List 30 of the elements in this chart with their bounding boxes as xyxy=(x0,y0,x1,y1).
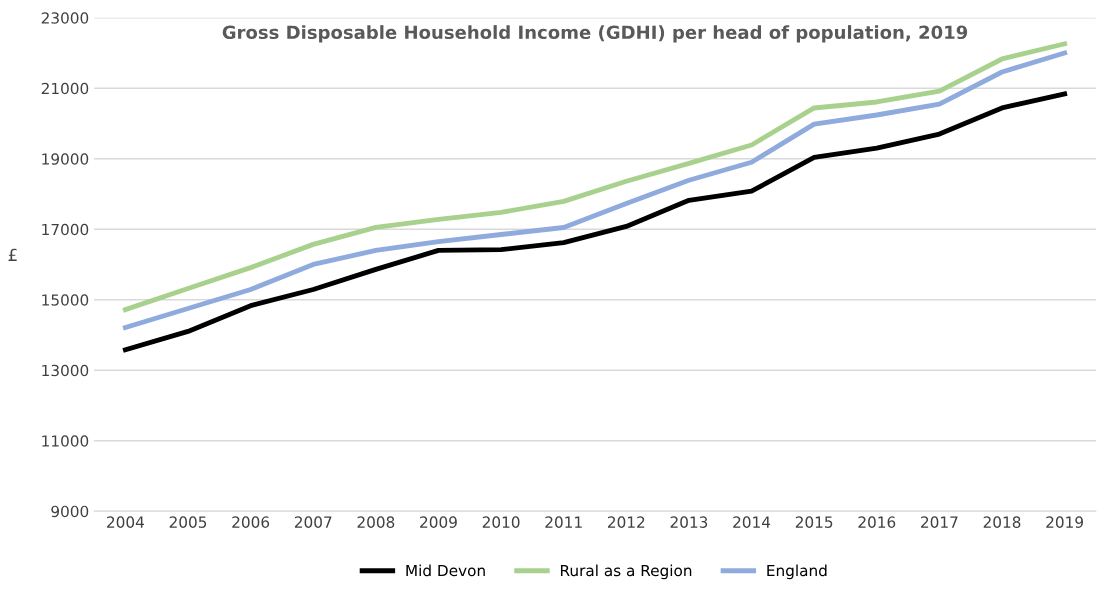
x-tick-label: 2010 xyxy=(482,516,520,528)
x-tick-label: 2006 xyxy=(232,516,270,528)
y-tick-label: 21000 xyxy=(41,82,89,95)
x-tick-label: 2011 xyxy=(545,516,582,528)
x-tick-label: 2005 xyxy=(169,516,207,528)
x-tick-label: 2019 xyxy=(1046,516,1083,528)
y-tick-label: 19000 xyxy=(42,153,89,165)
legend-label: Mid Devon xyxy=(406,564,485,577)
y-tick-label: 15000 xyxy=(42,294,89,306)
y-tick-label: 23000 xyxy=(41,12,89,24)
legend-label: Rural as a Region xyxy=(560,564,692,580)
y-axis-title: £ xyxy=(8,248,17,262)
chart-title: Gross Disposable Household Income (GDHI) per head of population, 2019 xyxy=(222,25,968,43)
x-tick-label: 2018 xyxy=(983,516,1021,528)
x-tick-label: 2016 xyxy=(858,516,896,528)
legend-label: England xyxy=(767,564,827,580)
x-tick-label: 2017 xyxy=(921,516,958,528)
x-tick-label: 2013 xyxy=(670,516,708,528)
y-tick-label: 11000 xyxy=(42,435,89,447)
x-tick-label: 2015 xyxy=(795,516,833,528)
line-series xyxy=(122,91,1068,353)
x-tick-label: 2008 xyxy=(357,516,395,528)
x-tick-label: 2007 xyxy=(294,516,332,528)
x-tick-label: 2004 xyxy=(107,516,144,528)
y-tick-label: 17000 xyxy=(42,223,89,236)
y-tick-label: 13000 xyxy=(42,364,89,377)
x-tick-label: 2009 xyxy=(420,516,457,528)
x-tick-label: 2014 xyxy=(733,516,771,528)
y-tick-label: 9000 xyxy=(51,505,89,518)
x-tick-label: 2012 xyxy=(608,516,645,528)
